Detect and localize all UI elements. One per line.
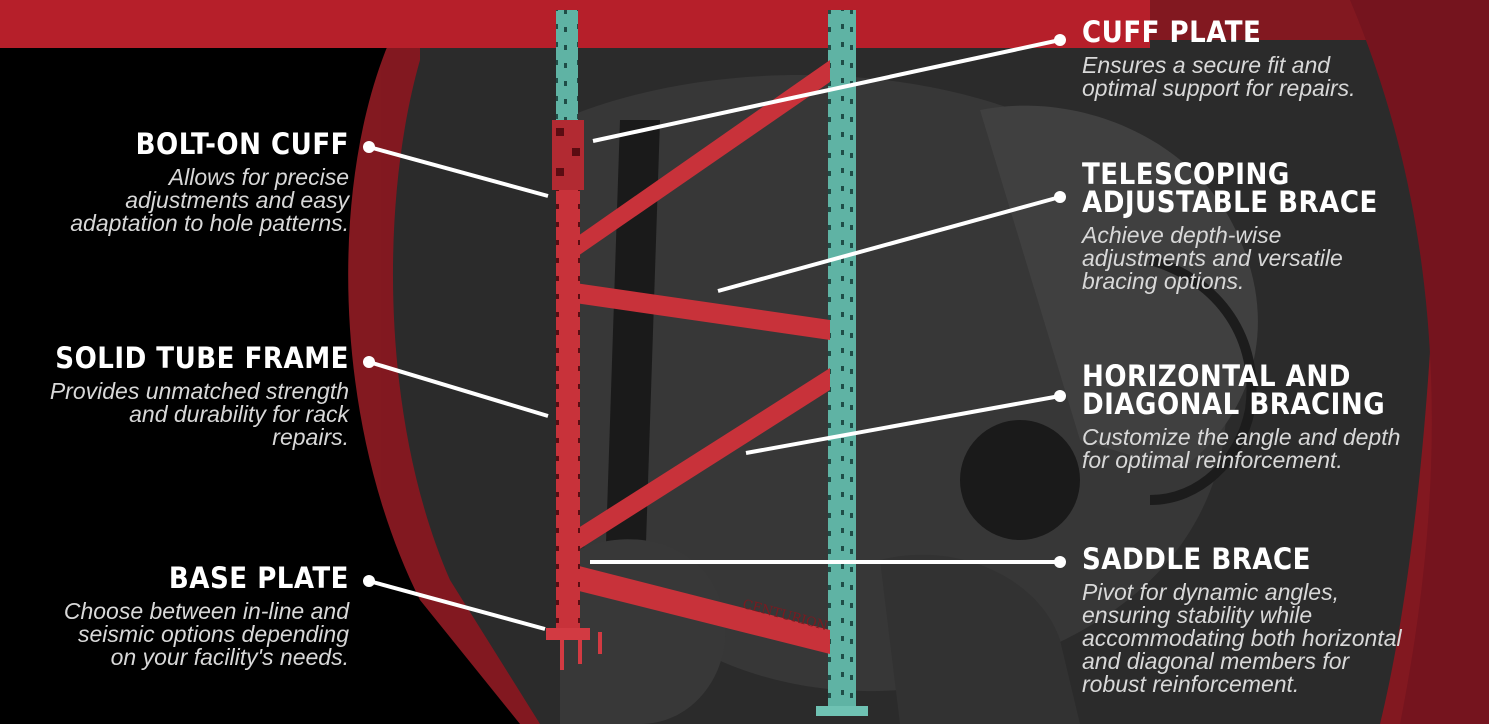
leader-cuff-plate — [592, 38, 1061, 143]
base-plate-part — [546, 628, 590, 640]
callout-title: SOLID TUBE FRAME — [55, 341, 349, 375]
background-mascot-artwork — [348, 0, 1489, 724]
rack-frame-illustration: CENTURION — [546, 10, 868, 716]
callout-saddle-brace: SADDLE BRACE Pivot for dynamic angles, e… — [1082, 545, 1482, 696]
leader-dot-bolt-on-cuff — [363, 141, 375, 153]
diagonal-brace-top — [575, 60, 830, 258]
callout-title: TELESCOPING ADJUSTABLE BRACE — [1082, 157, 1378, 219]
callout-description: Choose between in-line and seismic optio… — [63, 598, 349, 670]
leader-dot-horizontal-diagonal — [1054, 390, 1066, 402]
callout-title: BASE PLATE — [168, 561, 349, 595]
horizontal-brace-bottom — [575, 565, 830, 654]
callout-description: Pivot for dynamic angles, ensuring stabi… — [1082, 579, 1402, 697]
leader-dot-base-plate — [363, 575, 375, 587]
leader-telescoping-brace — [717, 195, 1061, 293]
callout-horizontal-diagonal: HORIZONTAL AND DIAGONAL BRACING Customiz… — [1082, 362, 1482, 472]
leader-lines — [363, 34, 1066, 631]
leader-solid-tube-frame — [368, 360, 549, 418]
leader-dot-telescoping-brace — [1054, 191, 1066, 203]
callout-title: BOLT-ON CUFF — [135, 127, 349, 161]
callout-base-plate: BASE PLATE Choose between in-line and se… — [0, 564, 349, 669]
callout-title: CUFF PLATE — [1082, 15, 1262, 49]
horizontal-brace-middle — [575, 283, 830, 340]
callout-telescoping-brace: TELESCOPING ADJUSTABLE BRACE Achieve dep… — [1082, 160, 1482, 293]
leader-dot-saddle-brace — [1054, 556, 1066, 568]
callout-solid-tube-frame: SOLID TUBE FRAME Provides unmatched stre… — [0, 344, 349, 449]
diagonal-brace-lower — [575, 368, 830, 552]
callout-description: Achieve depth-wise adjustments and versa… — [1082, 222, 1343, 294]
callout-cuff-plate: CUFF PLATE Ensures a secure fit and opti… — [1082, 18, 1482, 100]
right-upright-footplate — [816, 706, 868, 716]
callout-title: SADDLE BRACE — [1082, 542, 1311, 576]
callout-description: Ensures a secure fit and optimal support… — [1082, 52, 1356, 101]
leader-base-plate — [368, 579, 546, 631]
callout-description: Provides unmatched strength and durabili… — [49, 378, 349, 450]
leader-dot-solid-tube-frame — [363, 356, 375, 368]
callout-description: Customize the angle and depth for optima… — [1082, 424, 1401, 473]
callout-title: HORIZONTAL AND DIAGONAL BRACING — [1082, 359, 1386, 421]
callout-description: Allows for precise adjustments and easy … — [70, 164, 349, 236]
leader-horizontal-diagonal — [745, 394, 1061, 455]
leader-dot-cuff-plate — [1054, 34, 1066, 46]
leader-bolt-on-cuff — [368, 145, 549, 198]
callout-bolt-on-cuff: BOLT-ON CUFF Allows for precise adjustme… — [0, 130, 349, 235]
